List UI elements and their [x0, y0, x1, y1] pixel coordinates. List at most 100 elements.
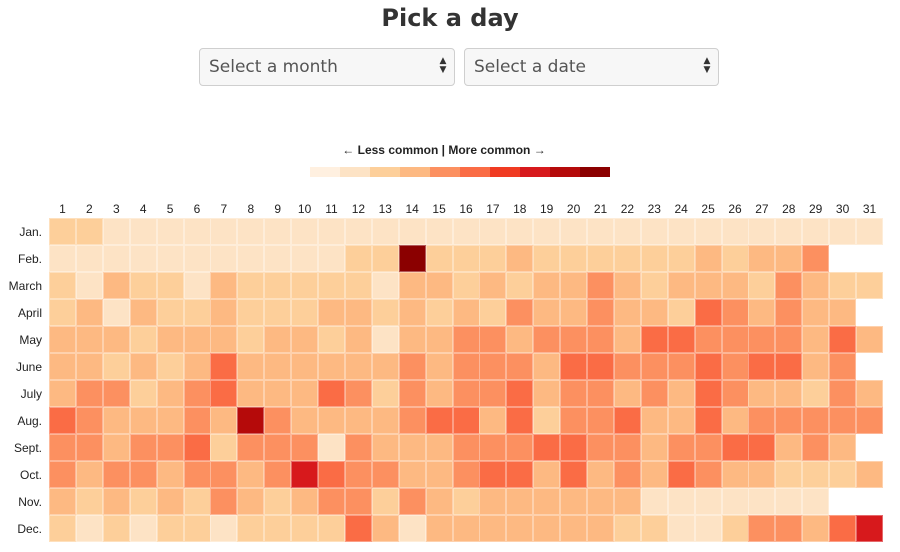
heatmap-cell[interactable]: [129, 353, 157, 380]
heatmap-cell[interactable]: [129, 461, 157, 488]
heatmap-cell[interactable]: [506, 515, 534, 542]
heatmap-cell[interactable]: [425, 353, 453, 380]
heatmap-cell[interactable]: [560, 488, 588, 515]
heatmap-cell[interactable]: [183, 488, 211, 515]
month-select[interactable]: Select a month ▲ ▼: [199, 48, 455, 86]
heatmap-cell[interactable]: [560, 245, 588, 272]
heatmap-cell[interactable]: [802, 299, 830, 326]
heatmap-cell[interactable]: [640, 380, 668, 407]
heatmap-cell[interactable]: [264, 218, 292, 245]
heatmap-cell[interactable]: [694, 434, 722, 461]
heatmap-cell[interactable]: [829, 353, 857, 380]
heatmap-cell[interactable]: [102, 353, 130, 380]
heatmap-cell[interactable]: [587, 488, 614, 515]
heatmap-cell[interactable]: [587, 245, 614, 272]
heatmap-cell[interactable]: [75, 218, 103, 245]
heatmap-cell[interactable]: [748, 407, 776, 434]
heatmap-cell[interactable]: [587, 272, 614, 299]
heatmap-cell[interactable]: [398, 434, 426, 461]
heatmap-cell[interactable]: [210, 461, 238, 488]
heatmap-cell[interactable]: [183, 380, 211, 407]
heatmap-cell[interactable]: [75, 272, 103, 299]
heatmap-cell[interactable]: [479, 299, 507, 326]
heatmap-cell[interactable]: [694, 353, 722, 380]
heatmap-cell[interactable]: [102, 380, 130, 407]
heatmap-cell[interactable]: [452, 515, 480, 542]
heatmap-cell[interactable]: [398, 461, 426, 488]
heatmap-cell[interactable]: [318, 434, 345, 461]
heatmap-cell[interactable]: [829, 299, 857, 326]
heatmap-cell[interactable]: [802, 434, 830, 461]
heatmap-cell[interactable]: [75, 245, 103, 272]
heatmap-cell[interactable]: [533, 353, 561, 380]
heatmap-cell[interactable]: [291, 407, 319, 434]
heatmap-cell[interactable]: [75, 299, 103, 326]
heatmap-cell[interactable]: [344, 218, 372, 245]
heatmap-cell[interactable]: [344, 326, 372, 353]
heatmap-cell[interactable]: [667, 488, 695, 515]
heatmap-cell[interactable]: [318, 218, 345, 245]
heatmap-cell[interactable]: [613, 380, 641, 407]
heatmap-cell[interactable]: [775, 380, 803, 407]
heatmap-cell[interactable]: [371, 461, 399, 488]
heatmap-cell[interactable]: [156, 488, 184, 515]
heatmap-cell[interactable]: [694, 461, 722, 488]
heatmap-cell[interactable]: [587, 380, 614, 407]
heatmap-cell[interactable]: [613, 245, 641, 272]
heatmap-cell[interactable]: [667, 434, 695, 461]
heatmap-cell[interactable]: [802, 380, 830, 407]
heatmap-cell[interactable]: [533, 272, 561, 299]
heatmap-cell[interactable]: [371, 434, 399, 461]
heatmap-cell[interactable]: [829, 515, 857, 542]
heatmap-cell[interactable]: [667, 461, 695, 488]
heatmap-cell[interactable]: [183, 218, 211, 245]
heatmap-cell[interactable]: [640, 218, 668, 245]
heatmap-cell[interactable]: [694, 515, 722, 542]
heatmap-cell[interactable]: [210, 353, 238, 380]
heatmap-cell[interactable]: [183, 434, 211, 461]
heatmap-cell[interactable]: [748, 326, 776, 353]
heatmap-cell[interactable]: [560, 353, 588, 380]
heatmap-cell[interactable]: [425, 461, 453, 488]
heatmap-cell[interactable]: [533, 434, 561, 461]
heatmap-cell[interactable]: [613, 488, 641, 515]
heatmap-cell[interactable]: [210, 272, 238, 299]
heatmap-cell[interactable]: [640, 245, 668, 272]
heatmap-cell[interactable]: [344, 245, 372, 272]
heatmap-cell[interactable]: [318, 245, 345, 272]
heatmap-cell[interactable]: [210, 245, 238, 272]
heatmap-cell[interactable]: [156, 380, 184, 407]
heatmap-cell[interactable]: [802, 218, 830, 245]
heatmap-cell[interactable]: [640, 407, 668, 434]
heatmap-cell[interactable]: [291, 299, 319, 326]
heatmap-cell[interactable]: [452, 299, 480, 326]
heatmap-cell[interactable]: [667, 218, 695, 245]
heatmap-cell[interactable]: [102, 326, 130, 353]
heatmap-cell[interactable]: [425, 218, 453, 245]
heatmap-cell[interactable]: [398, 326, 426, 353]
heatmap-cell[interactable]: [49, 218, 76, 245]
heatmap-cell[interactable]: [560, 434, 588, 461]
heatmap-cell[interactable]: [237, 434, 265, 461]
heatmap-cell[interactable]: [102, 272, 130, 299]
heatmap-cell[interactable]: [775, 218, 803, 245]
heatmap-cell[interactable]: [318, 299, 345, 326]
heatmap-cell[interactable]: [75, 488, 103, 515]
heatmap-cell[interactable]: [102, 299, 130, 326]
heatmap-cell[interactable]: [344, 380, 372, 407]
heatmap-cell[interactable]: [49, 407, 76, 434]
heatmap-cell[interactable]: [398, 272, 426, 299]
heatmap-cell[interactable]: [802, 461, 830, 488]
heatmap-cell[interactable]: [318, 353, 345, 380]
heatmap-cell[interactable]: [667, 326, 695, 353]
heatmap-cell[interactable]: [344, 488, 372, 515]
heatmap-cell[interactable]: [156, 515, 184, 542]
heatmap-cell[interactable]: [156, 434, 184, 461]
heatmap-cell[interactable]: [775, 353, 803, 380]
heatmap-cell[interactable]: [75, 461, 103, 488]
heatmap-cell[interactable]: [318, 407, 345, 434]
heatmap-cell[interactable]: [506, 299, 534, 326]
heatmap-cell[interactable]: [237, 299, 265, 326]
heatmap-cell[interactable]: [344, 407, 372, 434]
heatmap-cell[interactable]: [318, 326, 345, 353]
